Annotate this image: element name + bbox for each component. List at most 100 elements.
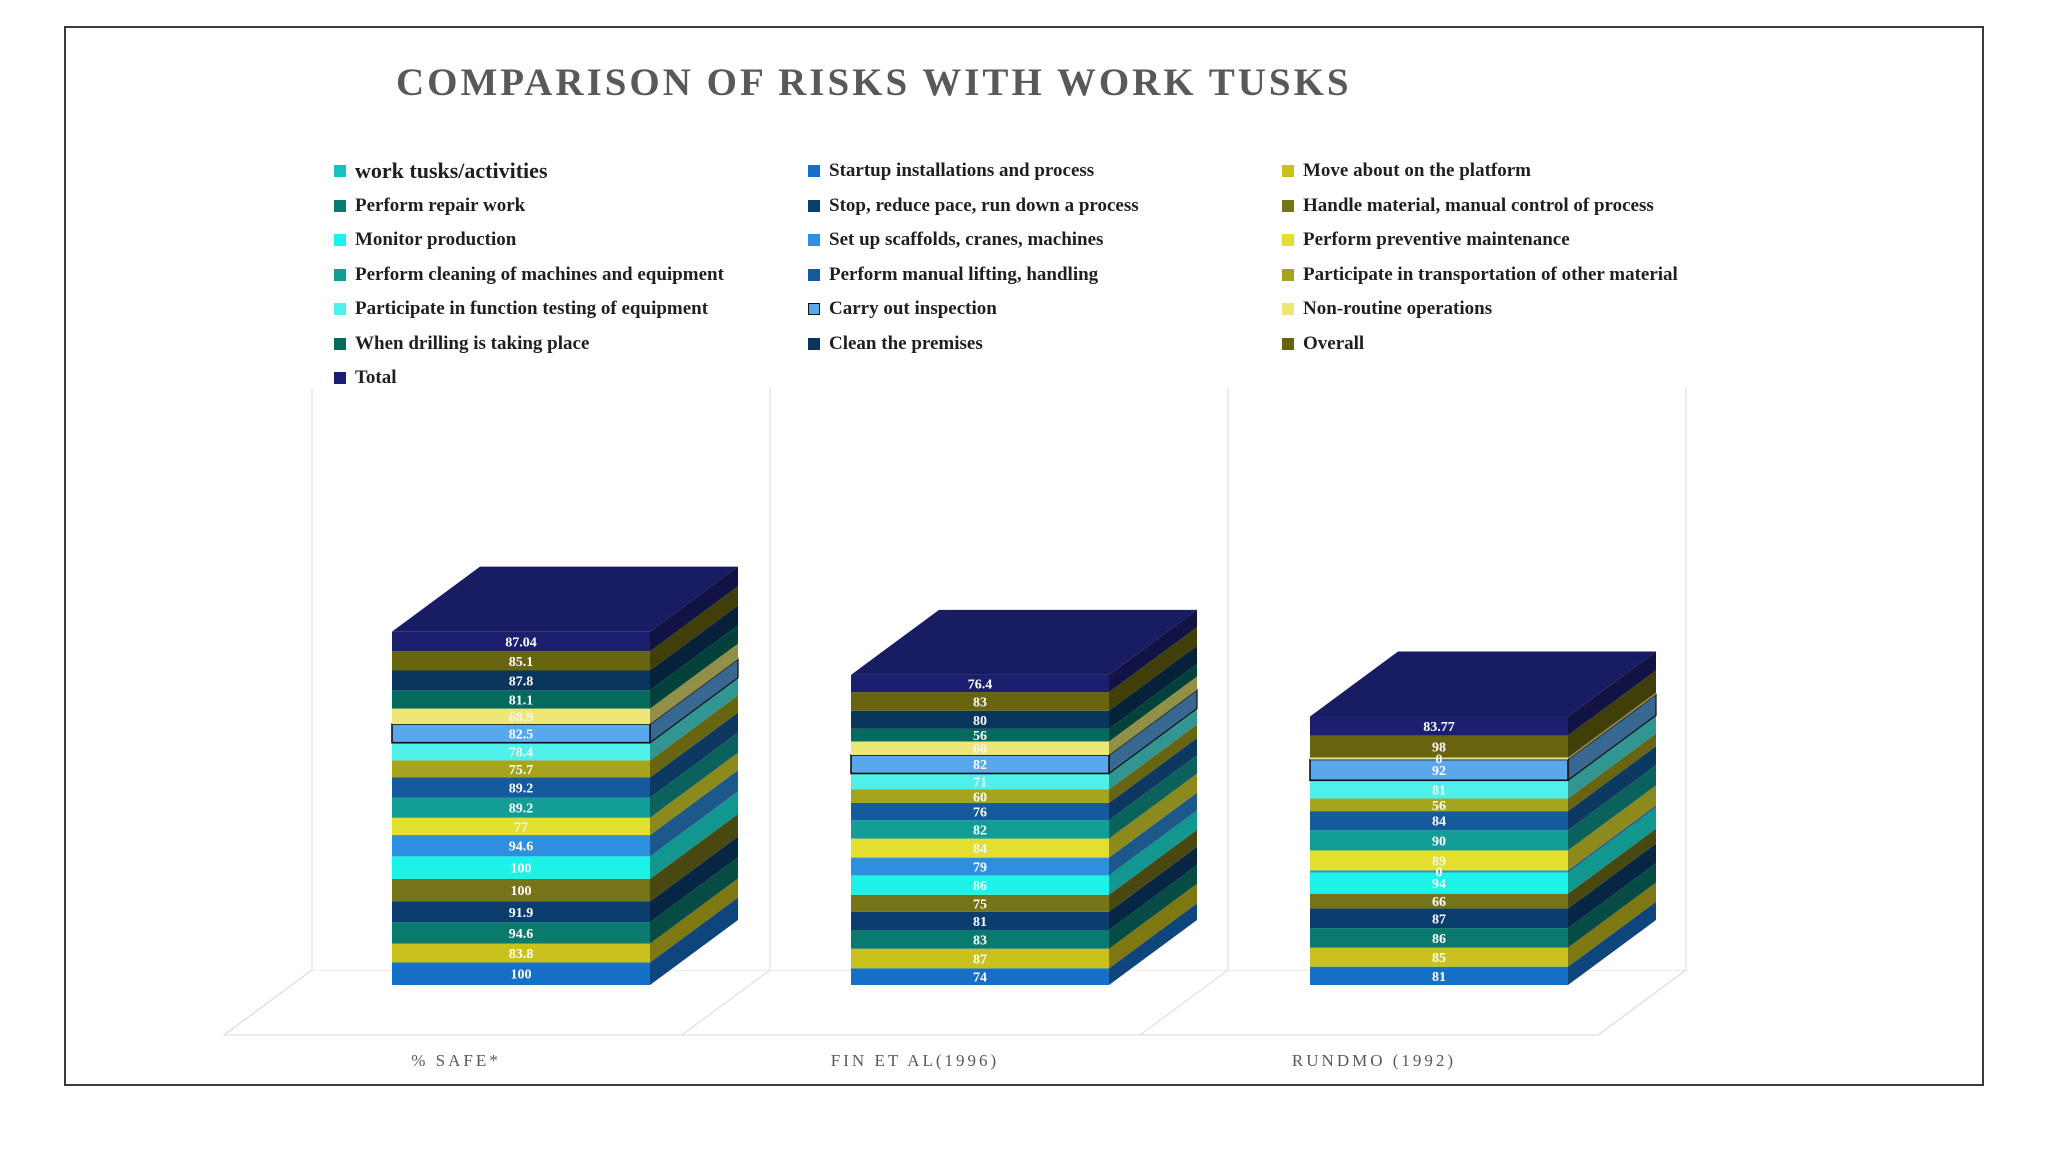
legend-swatch bbox=[1282, 234, 1294, 246]
data-label-participate-in-function-testing-of-equipment: 78.4 bbox=[509, 746, 534, 761]
data-label-stop-reduce-pace-run-down-a-process: 91.9 bbox=[509, 906, 534, 921]
bar-side-monitor-production bbox=[650, 791, 738, 879]
bar-overall bbox=[851, 692, 1109, 711]
bar-perform-manual-lifting-handling bbox=[851, 803, 1109, 821]
bar-total bbox=[392, 631, 650, 652]
floor-divider bbox=[1597, 969, 1687, 1036]
legend-swatch bbox=[1282, 268, 1294, 281]
bar-side-handle-material-manual-control-of-process bbox=[650, 813, 738, 902]
bar-clean-the-premises bbox=[851, 710, 1109, 729]
legend-swatch bbox=[334, 337, 346, 350]
data-label-participate-in-function-testing-of-equipment: 71 bbox=[973, 775, 987, 790]
data-label-perform-cleaning-of-machines-and-equipment: 90 bbox=[1432, 834, 1446, 849]
bar-participate-in-transportation-of-other-material bbox=[392, 760, 650, 778]
legend-swatch bbox=[808, 199, 820, 212]
bar-overall bbox=[392, 651, 650, 671]
legend-item-non-routine-operations: Non-routine operations bbox=[1282, 294, 1492, 324]
bar-side-participate-in-function-testing-of-equipment bbox=[1568, 715, 1656, 799]
legend-item-participate-in-function-testing-of-equipment: Participate in function testing of equip… bbox=[334, 294, 708, 324]
data-label-overall: 83 bbox=[973, 695, 987, 710]
chart-title: COMPARISON OF RISKS WITH WORK TUSKS bbox=[396, 61, 1352, 104]
bar-side-non-routine-operations bbox=[650, 643, 738, 725]
data-label-perform-repair-work: 94.6 bbox=[509, 927, 534, 942]
bar-monitor-production bbox=[1310, 872, 1568, 894]
data-label-total: 76.4 bbox=[968, 677, 993, 692]
bar-side-perform-repair-work bbox=[1109, 864, 1197, 949]
data-label-startup-installations-and-process: 74 bbox=[973, 971, 987, 986]
bar-side-overall bbox=[650, 586, 738, 671]
bar-side-participate-in-transportation-of-other-material bbox=[650, 695, 738, 778]
data-label-clean-the-premises: 87.8 bbox=[509, 674, 534, 689]
bar-stack-safe: 100 83.8 94.6 91.9 100 100 94.6 77 89.2 89.2 75.7 7… bbox=[391, 566, 739, 985]
data-label-move-about-on-the-platform: 83.8 bbox=[509, 947, 534, 962]
legend: work tusks/activities Startup installatio… bbox=[334, 156, 1784, 396]
legend-label: Monitor production bbox=[355, 229, 517, 250]
bar-side-set-up-scaffolds-cranes-machines bbox=[650, 770, 738, 857]
legend-swatch bbox=[334, 268, 346, 281]
bar-side-participate-in-transportation-of-other-material bbox=[1109, 724, 1197, 804]
bar-move-about-on-the-platform bbox=[392, 943, 650, 963]
bar-side-monitor-production bbox=[1109, 810, 1197, 895]
bar-side-total bbox=[650, 566, 738, 652]
bar-side-clean-the-premises bbox=[1109, 645, 1197, 729]
legend-swatch bbox=[808, 303, 820, 315]
data-label-participate-in-transportation-of-other-material: 75.7 bbox=[509, 763, 534, 778]
data-label-carry-out-inspection: 82.5 bbox=[509, 727, 534, 742]
category-label-fin-et-al-1996: FIN ET AL(1996) bbox=[831, 1051, 999, 1070]
bar-total bbox=[851, 674, 1109, 693]
bar-side-handle-material-manual-control-of-process bbox=[1568, 828, 1656, 909]
bar-clean-the-premises bbox=[392, 670, 650, 691]
bar-side-perform-cleaning-of-machines-and-equipment bbox=[1109, 755, 1197, 839]
bar-side-stop-reduce-pace-run-down-a-process bbox=[1568, 843, 1656, 929]
legend-item-participate-in-transportation-of-other-material: Participate in transportation of other m… bbox=[1282, 260, 1678, 290]
legend-item-perform-manual-lifting-handling: Perform manual lifting, handling bbox=[808, 260, 1098, 290]
legend-label: Stop, reduce pace, run down a process bbox=[829, 194, 1139, 216]
bar-side-participate-in-function-testing-of-equipment bbox=[650, 677, 738, 761]
category-label-rundmo-1992: RUNDMO (1992) bbox=[1292, 1051, 1456, 1070]
bar-participate-in-function-testing-of-equipment bbox=[851, 773, 1109, 790]
bar-startup-installations-and-process bbox=[851, 968, 1109, 985]
data-label-startup-installations-and-process: 100 bbox=[511, 968, 532, 983]
legend-label: Handle material, manual control of proce… bbox=[1303, 194, 1654, 216]
data-label-stop-reduce-pace-run-down-a-process: 87 bbox=[1432, 912, 1446, 927]
bar-handle-material-manual-control-of-process bbox=[392, 878, 650, 902]
bar-perform-cleaning-of-machines-and-equipment bbox=[1310, 830, 1568, 851]
bar-side-stop-reduce-pace-run-down-a-process bbox=[1109, 846, 1197, 930]
bar-participate-in-transportation-of-other-material bbox=[851, 789, 1109, 804]
bar-participate-in-function-testing-of-equipment bbox=[1310, 780, 1568, 799]
bar-side-perform-preventive-maintenance bbox=[650, 752, 738, 836]
bar-side-when-drilling-is-taking-place bbox=[650, 625, 738, 709]
data-label-overall: 98 bbox=[1432, 740, 1446, 755]
bar-perform-repair-work bbox=[851, 929, 1109, 949]
bar-perform-preventive-maintenance bbox=[851, 838, 1109, 858]
data-label-handle-material-manual-control-of-process: 66 bbox=[1432, 895, 1446, 910]
bar-side-perform-manual-lifting-handling bbox=[1109, 738, 1197, 821]
data-label-monitor-production: 100 bbox=[511, 862, 532, 877]
bar-side-handle-material-manual-control-of-process bbox=[1109, 829, 1197, 912]
data-label-monitor-production: 86 bbox=[973, 879, 987, 894]
bar-move-about-on-the-platform bbox=[851, 948, 1109, 969]
legend-label: Overall bbox=[1303, 332, 1365, 354]
bar-side-move-about-on-the-platform bbox=[1109, 883, 1197, 969]
data-label-perform-manual-lifting-handling: 89.2 bbox=[509, 782, 534, 797]
bar-startup-installations-and-process bbox=[392, 962, 650, 985]
legend-label: Perform manual lifting, handling bbox=[829, 263, 1099, 285]
bar-side-clean-the-premises bbox=[650, 605, 738, 691]
legend-swatch bbox=[334, 165, 346, 177]
data-label-set-up-scaffolds-cranes-machines: 94.6 bbox=[509, 840, 534, 855]
legend-item-carry-out-inspection: Carry out inspection bbox=[808, 294, 997, 324]
data-label-non-routine-operations: 60 bbox=[973, 742, 987, 757]
legend-item-monitor-production: Monitor production bbox=[334, 225, 516, 255]
legend-label: Perform cleaning of machines and equipme… bbox=[355, 263, 724, 285]
legend-item-total: Total bbox=[334, 363, 397, 393]
bar-monitor-production bbox=[392, 856, 650, 879]
data-label-perform-preventive-maintenance: 77 bbox=[514, 820, 528, 835]
bar-side-participate-in-function-testing-of-equipment bbox=[1109, 708, 1197, 790]
data-label-when-drilling-is-taking-place: 56 bbox=[973, 729, 987, 744]
bar-top-face bbox=[851, 609, 1197, 675]
bar-overall bbox=[1310, 735, 1568, 758]
bar-set-up-scaffolds-cranes-machines bbox=[392, 835, 650, 857]
data-label-non-routine-operations: 0 bbox=[1436, 753, 1443, 768]
bar-side-startup-installations-and-process bbox=[650, 897, 738, 985]
bar-handle-material-manual-control-of-process bbox=[1310, 893, 1568, 909]
